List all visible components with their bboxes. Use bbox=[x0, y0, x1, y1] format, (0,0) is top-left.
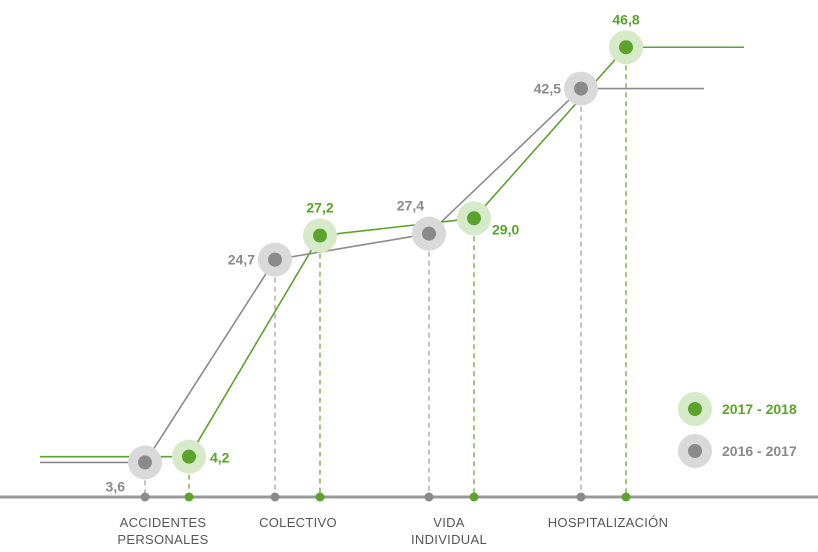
x-tick-label: ACCIDENTES PERSONALES bbox=[117, 515, 208, 547]
x-tick-label: VIDA INDIVIDUAL bbox=[411, 515, 487, 547]
series-line-2017-2018 bbox=[40, 46, 744, 458]
axis-tick-gray bbox=[424, 492, 434, 502]
data-point-2017-2018 bbox=[467, 211, 481, 226]
axis-tick-green bbox=[184, 492, 194, 502]
legend-label: 2016 - 2017 bbox=[722, 443, 797, 459]
legend-marker bbox=[688, 444, 702, 458]
legend-label: 2017 - 2018 bbox=[722, 401, 797, 417]
legend-marker bbox=[688, 402, 702, 416]
data-label-2016-2017: 3,6 bbox=[106, 478, 126, 494]
x-tick-label: HOSPITALIZACIÓN bbox=[548, 515, 669, 530]
data-label-2017-2018: 4,2 bbox=[210, 450, 230, 466]
series-line-2016-2017 bbox=[40, 87, 704, 464]
axis-tick-gray bbox=[270, 492, 280, 502]
data-label-2017-2018: 46,8 bbox=[612, 11, 639, 27]
data-point-2017-2018 bbox=[313, 228, 327, 243]
data-point-2016-2017 bbox=[268, 252, 282, 267]
data-label-2016-2017: 27,4 bbox=[397, 198, 424, 214]
axis-tick-green bbox=[469, 492, 479, 502]
data-label-2017-2018: 29,0 bbox=[492, 221, 519, 237]
data-point-2017-2018 bbox=[182, 449, 196, 464]
data-point-2016-2017 bbox=[574, 81, 588, 96]
data-label-2016-2017: 24,7 bbox=[228, 252, 255, 268]
axis-tick-gray bbox=[140, 492, 150, 502]
data-point-2016-2017 bbox=[138, 455, 152, 470]
data-point-2016-2017 bbox=[422, 226, 436, 241]
axis-tick-green bbox=[621, 492, 631, 502]
x-tick-label: COLECTIVO bbox=[259, 515, 337, 530]
data-label-2016-2017: 42,5 bbox=[534, 81, 561, 97]
axis-tick-green bbox=[315, 492, 325, 502]
data-point-2017-2018 bbox=[619, 40, 633, 55]
axis-tick-gray bbox=[576, 492, 586, 502]
data-label-2017-2018: 27,2 bbox=[306, 200, 333, 216]
